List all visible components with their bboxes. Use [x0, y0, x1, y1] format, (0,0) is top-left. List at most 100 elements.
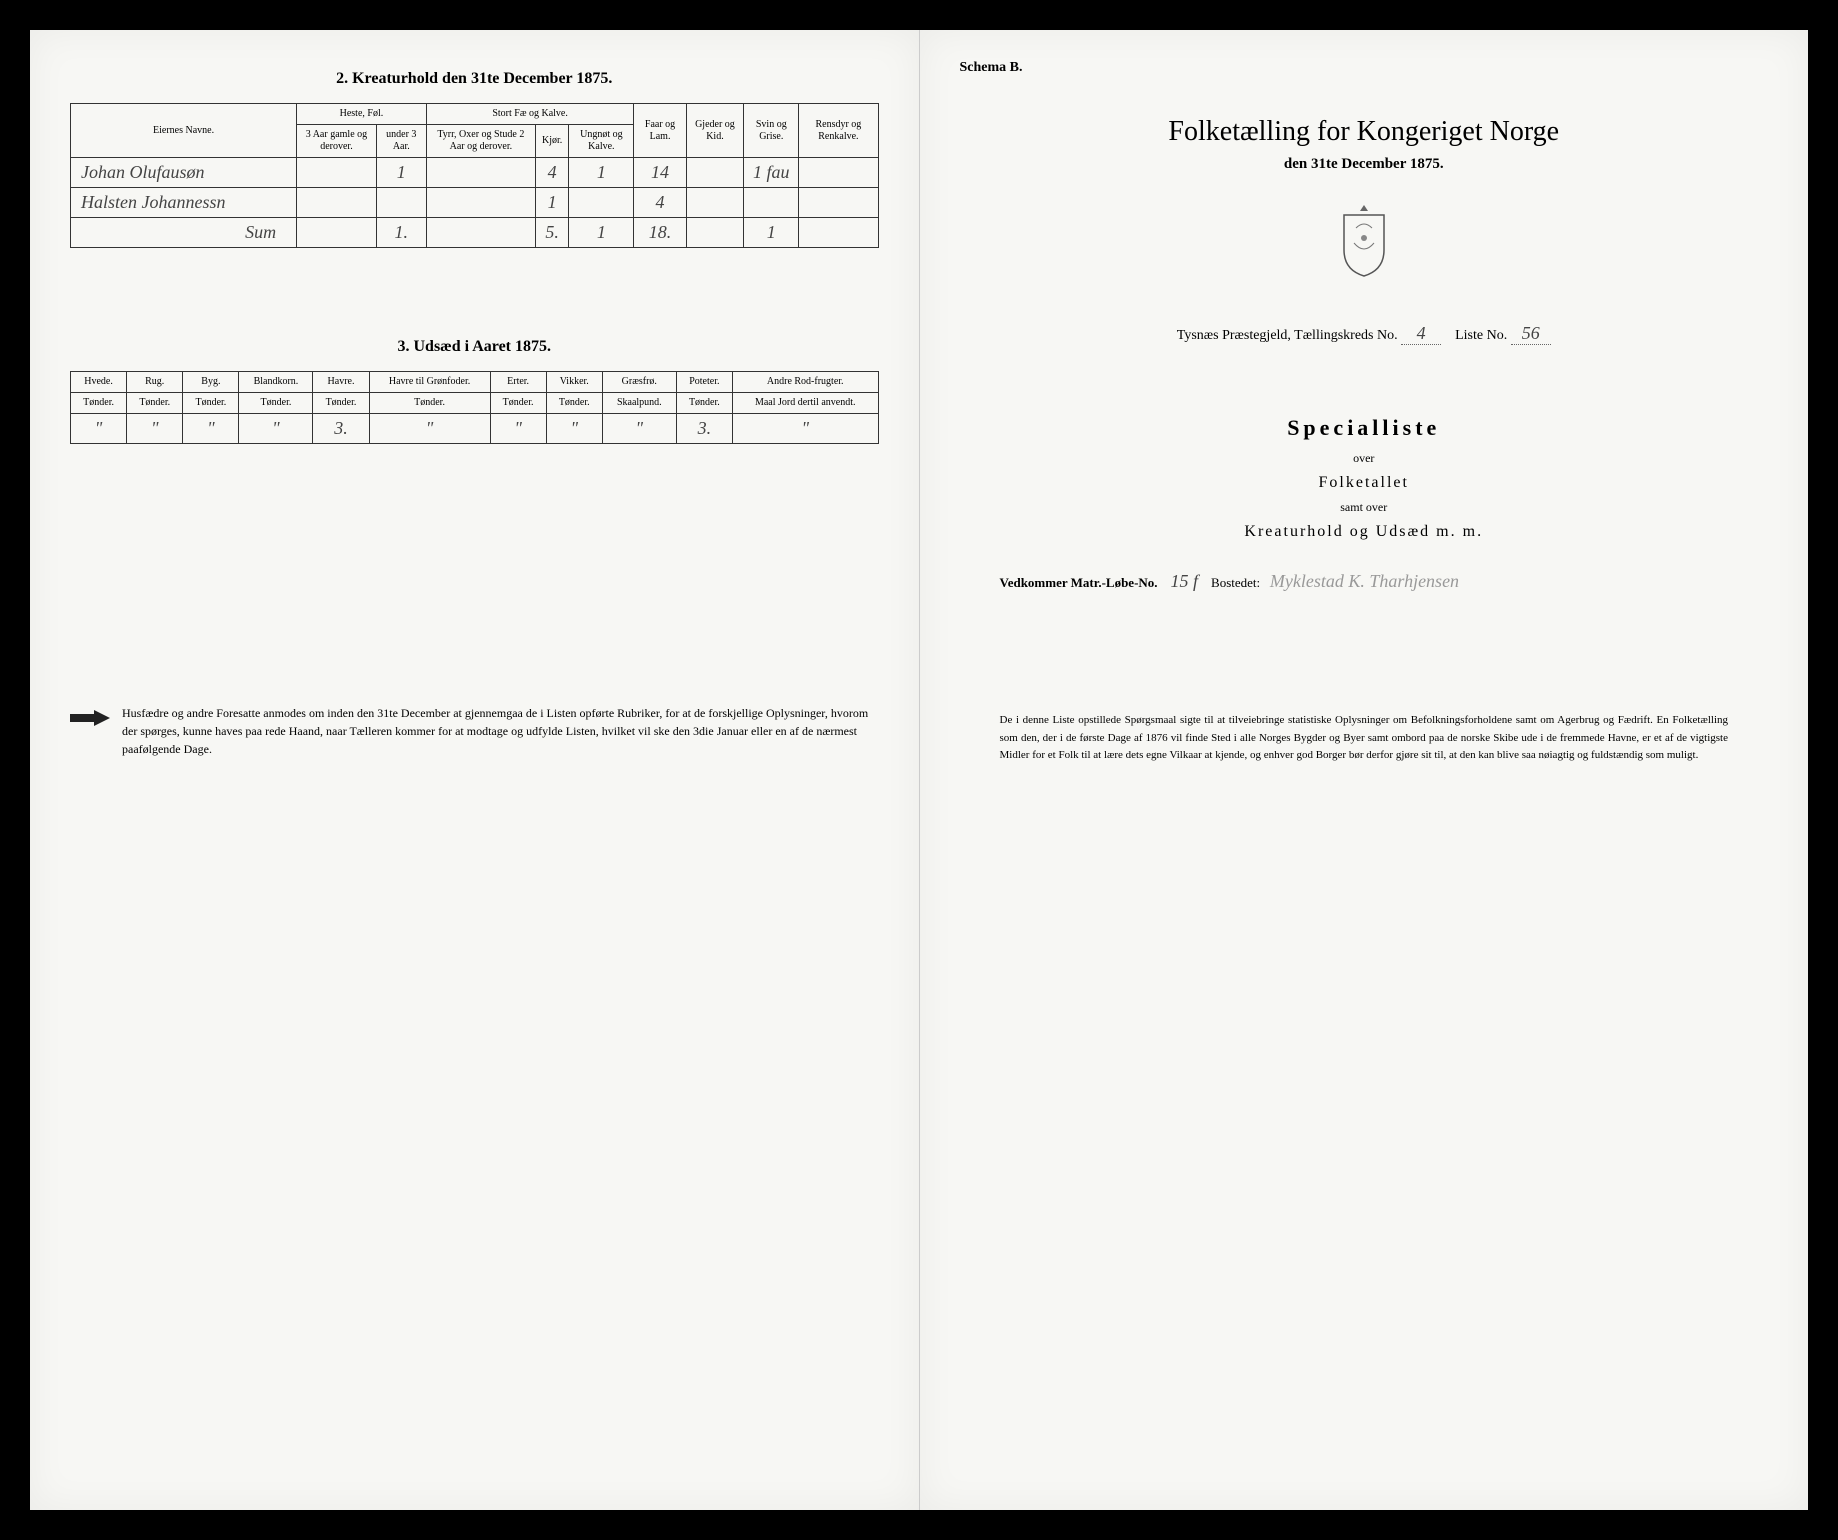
col-ren: Rensdyr og Renkalve. — [799, 104, 878, 158]
cell — [426, 218, 535, 248]
cell — [686, 218, 744, 248]
h: Vikker. — [546, 372, 602, 393]
cell: " — [71, 414, 127, 444]
specialliste-title: Specialliste — [960, 415, 1769, 441]
sh: Tønder. — [369, 393, 490, 414]
sh: Tønder. — [71, 393, 127, 414]
h: Rug. — [127, 372, 183, 393]
h: Erter. — [490, 372, 546, 393]
seed-table: Hvede. Rug. Byg. Blandkorn. Havre. Havre… — [70, 371, 879, 444]
h: Hvede. — [71, 372, 127, 393]
table-row-sum: Sum 1. 5. 1 18. 1 — [71, 218, 879, 248]
col-owner: Eiernes Navne. — [71, 104, 297, 158]
col-faar: Faar og Lam. — [634, 104, 686, 158]
cell — [799, 218, 878, 248]
liste-no: 56 — [1511, 323, 1551, 345]
sh: Tønder. — [546, 393, 602, 414]
cell — [799, 158, 878, 188]
table-row: " " " " 3. " " " " 3. " — [71, 414, 879, 444]
cell: 1 — [569, 218, 634, 248]
sh: Tønder. — [676, 393, 732, 414]
grp-stort: Stort Fæ og Kalve. — [426, 104, 634, 125]
cell — [799, 188, 878, 218]
main-title: Folketælling for Kongeriget Norge — [960, 116, 1769, 148]
h: Havre til Grønfoder. — [369, 372, 490, 393]
col-gjeder: Gjeder og Kid. — [686, 104, 744, 158]
cell: 1 — [569, 158, 634, 188]
cell: 1 — [376, 158, 426, 188]
cell: " — [732, 414, 878, 444]
cell: 14 — [634, 158, 686, 188]
cell: " — [602, 414, 676, 444]
h: Havre. — [313, 372, 369, 393]
sh: Tønder. — [127, 393, 183, 414]
kreaturhold: Kreaturhold og Udsæd m. m. — [960, 523, 1769, 541]
over1: over — [960, 451, 1769, 466]
cell — [297, 218, 377, 248]
cell — [376, 188, 426, 218]
right-footnote: De i denne Liste opstillede Spørgsmaal s… — [1000, 712, 1729, 765]
cell — [297, 158, 377, 188]
parish-line: Tysnæs Præstegjeld, Tællingskreds No. 4 … — [960, 323, 1769, 345]
bosted-value: Myklestad K. Tharhjensen — [1270, 571, 1459, 591]
livestock-table: Eiernes Navne. Heste, Føl. Stort Fæ og K… — [70, 103, 879, 248]
sh: Maal Jord dertil anvendt. — [732, 393, 878, 414]
cell: 1 — [744, 218, 799, 248]
document-scan: 2. Kreaturhold den 31te December 1875. E… — [30, 30, 1808, 1510]
sub-stort3: Ungnøt og Kalve. — [569, 125, 634, 158]
sh: Tønder. — [313, 393, 369, 414]
col-svin: Svin og Grise. — [744, 104, 799, 158]
sub-stort2: Kjør. — [535, 125, 568, 158]
cell: " — [239, 414, 313, 444]
h: Poteter. — [676, 372, 732, 393]
cell: " — [127, 414, 183, 444]
cell — [686, 188, 744, 218]
cell — [297, 188, 377, 218]
bosted-label: Bostedet: — [1211, 575, 1260, 590]
right-page: Schema B. Folketælling for Kongeriget No… — [920, 30, 1809, 1510]
cell — [686, 158, 744, 188]
cell — [426, 188, 535, 218]
vedkommer-line: Vedkommer Matr.-Løbe-No. 15 f Bostedet: … — [1000, 571, 1769, 592]
schema-label: Schema B. — [960, 60, 1769, 76]
sub-stort1: Tyrr, Oxer og Stude 2 Aar og derover. — [426, 125, 535, 158]
cell: 3. — [676, 414, 732, 444]
cell: 1 fau — [744, 158, 799, 188]
sh: Tønder. — [490, 393, 546, 414]
cell: 5. — [535, 218, 568, 248]
sh: Skaalpund. — [602, 393, 676, 414]
cell: " — [369, 414, 490, 444]
footnote-text: Husfædre og andre Foresatte anmodes om i… — [122, 704, 879, 758]
section3-title: 3. Udsæd i Aaret 1875. — [70, 338, 879, 356]
table-row: Johan Olufausøn 1 4 1 14 1 fau — [71, 158, 879, 188]
cell: 18. — [634, 218, 686, 248]
cell: " — [183, 414, 239, 444]
kreds-no: 4 — [1401, 323, 1441, 345]
h: Blandkorn. — [239, 372, 313, 393]
h: Græsfrø. — [602, 372, 676, 393]
sh: Tønder. — [239, 393, 313, 414]
cell: " — [546, 414, 602, 444]
owner-cell: Johan Olufausøn — [71, 158, 297, 188]
sub-heste1: 3 Aar gamle og derover. — [297, 125, 377, 158]
left-footnote: Husfædre og andre Foresatte anmodes om i… — [70, 704, 879, 758]
folketallet: Folketallet — [960, 474, 1769, 492]
cell — [569, 188, 634, 218]
cell — [426, 158, 535, 188]
cell: " — [490, 414, 546, 444]
samt-over: samt over — [960, 500, 1769, 515]
section2-title: 2. Kreaturhold den 31te December 1875. — [70, 70, 879, 88]
cell: 4 — [535, 158, 568, 188]
cell: 1 — [535, 188, 568, 218]
cell: 4 — [634, 188, 686, 218]
h: Andre Rod-frugter. — [732, 372, 878, 393]
sum-label: Sum — [71, 218, 297, 248]
matr-no: 15 f — [1171, 571, 1199, 591]
table-row: Halsten Johannessn 1 4 — [71, 188, 879, 218]
coat-of-arms-icon — [960, 203, 1769, 283]
cell: 1. — [376, 218, 426, 248]
cell — [744, 188, 799, 218]
pointing-hand-icon — [70, 708, 110, 728]
cell: 3. — [313, 414, 369, 444]
h: Byg. — [183, 372, 239, 393]
